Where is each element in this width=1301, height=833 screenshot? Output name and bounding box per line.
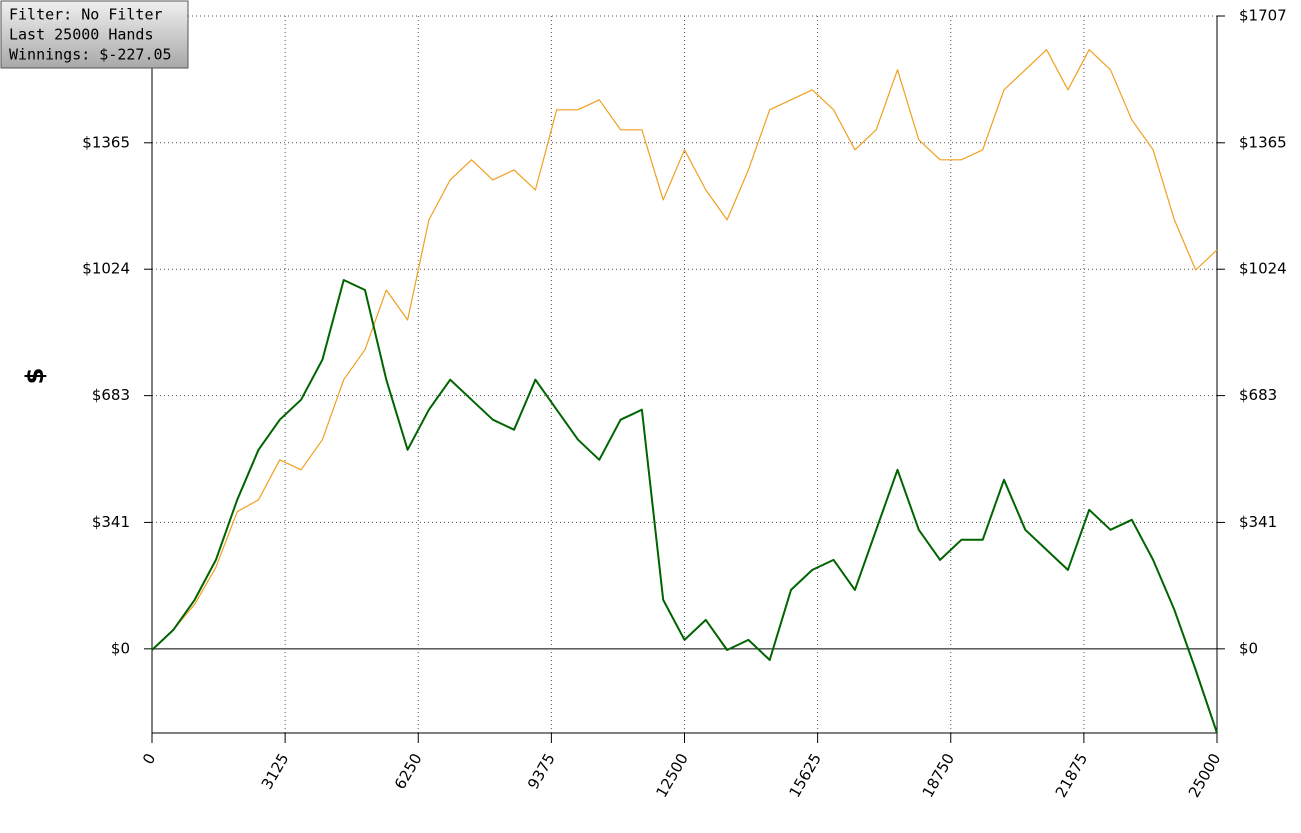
y-tick-label: $0: [111, 639, 130, 657]
y-tick-label-right: $1365: [1239, 133, 1287, 151]
info-box: Filter: No Filter Last 25000 Hands Winning…: [0, 0, 189, 69]
info-text: Last 25000 Hands: [9, 26, 154, 44]
x-tick-label: 6250: [391, 750, 426, 792]
x-tick-label: 25000: [1185, 750, 1224, 800]
y-tick-label-right: $0: [1239, 639, 1258, 657]
x-tick-label: 21875: [1052, 750, 1091, 800]
x-tick-label: 3125: [258, 750, 293, 792]
y-tick-label-right: $1024: [1239, 260, 1287, 278]
series-line: [151, 49, 1218, 651]
y-tick-label: $341: [92, 513, 130, 531]
y-tick-label: $1365: [82, 133, 130, 151]
y-tick-label-right: $683: [1239, 386, 1277, 404]
x-tick-label: 15625: [786, 750, 825, 800]
y-tick-label-right: $341: [1239, 513, 1277, 531]
y-axis-label: $: [21, 368, 49, 385]
x-tick-label: 18750: [919, 750, 958, 800]
y-tick-label: $1024: [82, 260, 130, 278]
y-tick-label-right: $1707: [1239, 7, 1287, 25]
plot-area: $0 $0 $341 $341 $683 $683 $1024 $1024 $1365 $1365…: [82, 7, 1286, 801]
info-box-frame: [0, 0, 189, 69]
x-tick-label: 0: [139, 750, 159, 767]
x-tick-label: 12500: [652, 750, 691, 800]
y-tick-label: $683: [92, 386, 130, 404]
x-tick-label: 9375: [524, 750, 559, 792]
series-line: [151, 279, 1218, 734]
info-text: Filter: No Filter: [9, 6, 163, 24]
info-text: Winnings: $-227.05: [9, 46, 172, 64]
